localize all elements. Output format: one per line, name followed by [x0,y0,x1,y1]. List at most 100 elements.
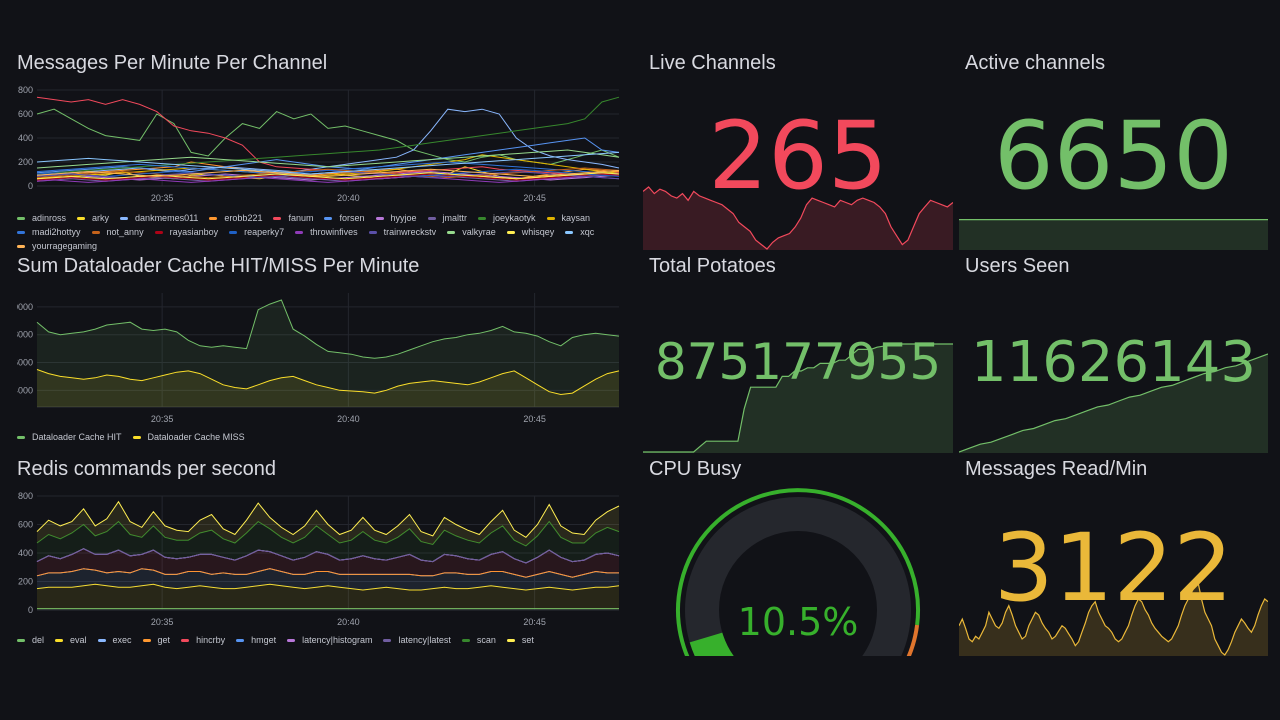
legend-item[interactable]: Dataloader Cache HIT [17,432,122,442]
legend-item[interactable]: hmget [236,635,276,645]
panel-total-potatoes[interactable]: Total Potatoes 875177955 [643,255,953,453]
legend-item[interactable]: jmalttr [427,213,467,223]
legend-item[interactable]: trainwreckstv [368,227,437,237]
legend-swatch [324,216,333,220]
series-line-fanum[interactable] [36,96,620,176]
series-line-adinross[interactable] [36,108,620,165]
legend-item[interactable]: reaperky7 [229,227,284,237]
legend-item[interactable]: forsen [324,213,365,223]
redis-chart[interactable]: 0 200 400 600 800 20:35 20:40 20:45 [17,490,627,630]
legend-label: set [521,635,534,645]
legend-swatch [77,216,86,220]
panel-messages-per-minute[interactable]: Messages Per Minute Per Channel 0 200 400 6… [17,52,627,251]
series-line-throwinfives[interactable] [36,175,620,183]
sparkline-area [643,187,953,250]
legend-label: trainwreckstv [383,227,437,237]
legend-item[interactable]: joeykaotyk [478,213,536,223]
panel-live-channels[interactable]: Live Channels 265 [643,52,953,250]
legend-swatch [17,216,25,220]
users-seen-value: 11626143 [970,330,1257,395]
sparkline-line [959,353,1268,453]
sparkline-area [959,583,1268,656]
x-tick-label: 20:35 [151,617,174,627]
legend-swatch [209,216,218,220]
messages-chart[interactable]: 0 200 400 600 800 20:35 20:40 20:45 [17,84,627,206]
sparkline-line [643,186,953,250]
legend-swatch [236,638,245,642]
sparkline-area [959,219,1268,250]
series-line-rayasianboy[interactable] [36,173,620,181]
panel-title: Users Seen [965,255,1070,277]
legend-label: exec [112,635,132,645]
legend-item[interactable]: get [142,635,170,645]
panel-redis-commands[interactable]: Redis commands per second 0 200 400 600 800 2… [17,458,627,653]
panel-dataloader-cache[interactable]: Sum Dataloader Cache HIT/MISS Per Minute… [17,255,627,450]
series-line-latency|latest[interactable] [36,548,620,564]
y-tick-label: 6000 [17,358,33,368]
sparkline-line [643,343,953,453]
legend-item[interactable]: not_anny [91,227,144,237]
legend-item[interactable]: hincrby [181,635,225,645]
legend-label: latency|histogram [302,635,373,645]
panel-users-seen[interactable]: Users Seen 11626143 [959,255,1268,453]
legend-item[interactable]: fanum [273,213,313,223]
series-line-yourragegaming[interactable] [36,168,620,177]
cpu-busy-value: 10.5% [737,600,859,644]
legend-item[interactable]: dankmemes011 [120,213,198,223]
panel-active-channels[interactable]: Active channels 6650 [959,52,1268,250]
legend-label: yourragegaming [32,241,98,251]
x-tick-label: 20:45 [523,414,546,424]
legend-item[interactable]: erobb221 [209,213,262,223]
legend-item[interactable]: latency|latest [383,635,451,645]
x-tick-label: 20:45 [523,617,546,627]
y-tick-label: 400 [18,548,33,558]
legend-swatch [91,230,100,234]
legend-item[interactable]: latency|histogram [287,635,372,645]
y-tick-label: 200 [18,157,33,167]
legend-swatch [565,230,574,234]
series-line-joeykaotyk[interactable] [36,96,620,175]
panel-title: Redis commands per second [17,458,277,480]
series-line-xqc[interactable] [36,151,620,175]
y-tick-label: 10000 [17,302,33,312]
series-line-scan[interactable] [36,520,620,547]
legend-item[interactable]: rayasianboy [154,227,218,237]
series-line-eval[interactable] [36,583,620,591]
legend-item[interactable]: valkyrae [447,227,496,237]
legend-label: hincrby [196,635,226,645]
legend-item[interactable]: del [17,635,44,645]
y-tick-label: 4000 [17,385,33,395]
legend-swatch [295,230,304,234]
legend-label: eval [70,635,87,645]
y-tick-label: 600 [18,520,33,530]
legend-item[interactable]: exec [97,635,132,645]
series-line-whisqey[interactable] [36,172,620,180]
legend-label: Dataloader Cache HIT [32,432,122,442]
legend-item[interactable]: yourragegaming [17,241,97,251]
panel-messages-read[interactable]: Messages Read/Min 3122 [959,458,1268,656]
legend-swatch [375,216,384,220]
legend-item[interactable]: hyyjoe [375,213,417,223]
series-line-Dataloader Cache HIT[interactable] [36,299,620,359]
legend-item[interactable]: madi2hottyy [17,227,81,237]
legend-item[interactable]: adinross [17,213,66,223]
legend-item[interactable]: eval [55,635,87,645]
legend-item[interactable]: scan [461,635,496,645]
x-tick-label: 20:40 [337,193,360,203]
legend-label: fanum [288,213,314,223]
legend-swatch [154,230,163,234]
legend-item[interactable]: Dataloader Cache MISS [132,432,245,442]
y-tick-label: 800 [18,85,33,95]
y-tick-label: 8000 [17,330,33,340]
legend-item[interactable]: set [506,635,534,645]
legend-item[interactable]: whisqey [506,227,554,237]
panel-cpu-busy[interactable]: CPU Busy 10.5% [643,458,953,656]
legend-item[interactable]: kaysan [546,213,590,223]
series-line-get[interactable] [36,568,619,578]
legend-item[interactable]: throwinfives [295,227,358,237]
series-line-set[interactable] [36,500,620,538]
dataloader-chart[interactable]: 4000 6000 8000 10000 20:35 20:40 20:45 [17,287,627,427]
legend-item[interactable]: arky [77,213,109,223]
legend-item[interactable]: xqc [565,227,594,237]
series-line-Dataloader Cache MISS[interactable] [36,369,620,396]
